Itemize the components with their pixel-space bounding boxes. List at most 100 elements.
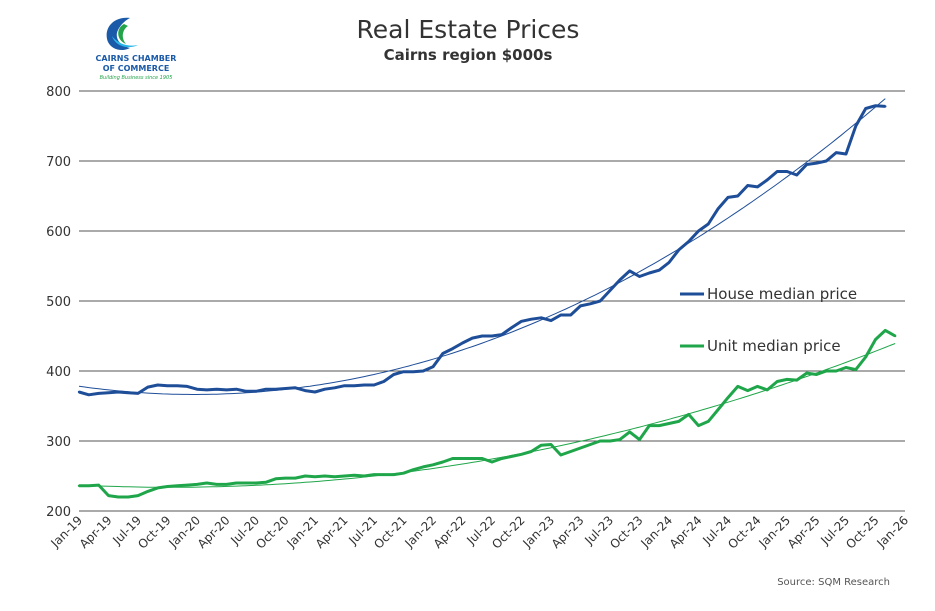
house-data-point	[520, 320, 523, 323]
house-data-point	[284, 387, 287, 390]
house-data-point	[176, 384, 179, 387]
unit-data-point	[245, 481, 248, 485]
unit-data-point	[186, 483, 189, 487]
unit-data-point	[166, 485, 169, 488]
x-axis-ticks: Jan-19Apr-19Jul-19Oct-19Jan-20Apr-20Jul-…	[48, 513, 912, 551]
unit-data-point	[235, 481, 238, 485]
x-tick-label: Oct-19	[135, 513, 173, 551]
chart-title: Real Estate Prices	[357, 15, 580, 44]
house-data-point	[127, 391, 130, 394]
unit-data-point	[677, 420, 680, 423]
house-data-point	[667, 261, 671, 264]
house-data-point	[274, 388, 277, 391]
house-data-point	[422, 369, 425, 373]
house-data-point	[864, 107, 867, 110]
unit-data-point	[176, 484, 179, 487]
house-data-point	[746, 184, 749, 187]
x-tick-label: Oct-24	[725, 513, 763, 551]
house-trendline	[78, 98, 886, 395]
house-data-point	[107, 391, 110, 394]
house-data-point	[874, 104, 877, 107]
unit-data-point	[441, 460, 444, 464]
chart-subtitle: Cairns region $000s	[384, 46, 553, 64]
house-data-point	[687, 240, 690, 243]
unit-data-point	[156, 486, 159, 490]
unit-data-point	[638, 438, 641, 441]
house-data-point	[618, 278, 621, 282]
x-tick-label: Oct-20	[253, 513, 291, 551]
unit-data-point	[844, 366, 848, 369]
unit-data-point	[884, 329, 887, 332]
unit-data-point	[205, 481, 208, 485]
unit-data-point	[284, 476, 287, 480]
unit-data-point	[323, 474, 326, 478]
unit-data-point	[805, 371, 808, 375]
house-data-point	[412, 370, 415, 373]
unit-data-point	[618, 438, 621, 441]
unit-data-point	[667, 422, 671, 425]
unit-data-point	[776, 380, 779, 383]
y-tick-label: 400	[46, 365, 71, 380]
legend: House median price Unit median price	[680, 285, 857, 355]
unit-data-point	[746, 389, 749, 392]
house-data-point	[195, 388, 199, 391]
house-data-point	[402, 370, 405, 373]
unit-data-point	[628, 430, 631, 434]
x-tick-label: Apr-23	[549, 513, 587, 551]
unit-data-point	[756, 385, 759, 388]
y-tick-label: 300	[46, 435, 71, 450]
unit-data-point	[687, 413, 690, 416]
unit-data-point	[127, 495, 130, 499]
x-tick-label: Apr-24	[667, 513, 705, 551]
unit-data-point	[559, 453, 562, 457]
wave-logo-icon	[106, 17, 138, 51]
unit-data-point	[658, 424, 661, 427]
unit-data-point	[304, 474, 307, 478]
unit-data-point	[77, 484, 81, 487]
y-tick-label: 500	[46, 295, 71, 310]
house-data-point	[215, 388, 218, 391]
unit-data-point	[569, 450, 572, 453]
house-data-point	[648, 271, 651, 275]
unit-data-point	[707, 420, 710, 423]
house-data-point	[353, 384, 356, 387]
house-data-point	[776, 170, 779, 173]
house-data-point	[323, 388, 326, 391]
house-data-point	[835, 151, 838, 154]
house-data-point	[844, 152, 848, 156]
unit-data-point	[461, 457, 464, 460]
unit-data-point	[451, 457, 454, 460]
house-data-point	[559, 313, 562, 317]
unit-data-point	[274, 477, 277, 480]
house-data-point	[608, 289, 612, 292]
unit-trendline	[78, 343, 896, 488]
unit-data-point	[825, 369, 828, 373]
house-data-point	[707, 222, 710, 226]
house-data-point	[658, 269, 661, 272]
unit-data-point	[313, 475, 317, 478]
house-data-point	[97, 392, 100, 395]
house-data-point	[805, 163, 808, 166]
unit-data-point	[481, 457, 484, 460]
y-axis-ticks: 200 300 400 500 600 700 800	[46, 85, 71, 520]
unit-data-point	[215, 483, 218, 486]
unit-data-point	[717, 408, 720, 411]
house-data-point	[235, 388, 238, 391]
house-data-point	[795, 173, 798, 177]
unit-data-point	[431, 463, 435, 466]
house-data-point	[245, 390, 248, 393]
x-tick-label: Jan-26	[874, 513, 912, 551]
house-data-point	[736, 194, 739, 198]
house-data-point	[313, 390, 317, 394]
house-data-point	[471, 336, 474, 340]
house-data-point	[825, 159, 828, 163]
unit-data-point	[402, 472, 405, 475]
unit-data-point	[530, 450, 533, 453]
house-data-point	[146, 385, 149, 389]
house-data-point	[726, 196, 730, 199]
unit-data-point	[294, 476, 297, 480]
unit-data-point	[97, 483, 100, 487]
house-data-point	[500, 333, 503, 336]
unit-data-point	[500, 457, 503, 460]
